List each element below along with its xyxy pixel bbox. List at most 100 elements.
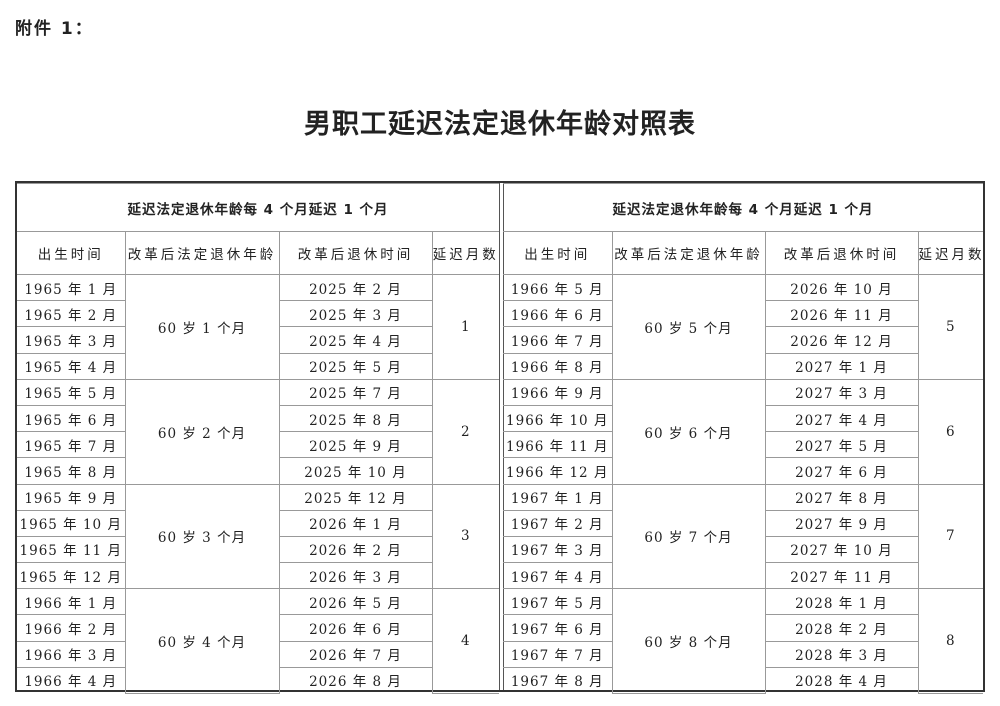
- retirement-date-cell: 2026 年 3 月: [278, 562, 432, 590]
- retirement-age-cell: 60 岁 6 个月: [611, 378, 766, 485]
- column-header-row: 出生时间 改革后法定退休年龄 改革后退休时间 延迟月数: [503, 231, 984, 275]
- delay-months-cell: 3: [431, 483, 500, 590]
- table-row: 1966 年 12 月 2027 年 6 月: [503, 457, 983, 485]
- birth-date-cell: 1965 年 1 月: [17, 273, 126, 302]
- table-row: 1965 年 2 月 2025 年 3 月: [17, 300, 499, 328]
- birth-date-cell: 1966 年 9 月: [503, 378, 613, 406]
- table-row: 1966 年 4 月 2026 年 8 月: [17, 666, 499, 693]
- birth-date-cell: 1965 年 8 月: [17, 457, 126, 485]
- birth-date-cell: 1966 年 6 月: [503, 300, 613, 328]
- birth-date-cell: 1966 年 10 月: [503, 404, 613, 433]
- retirement-date-cell: 2026 年 11 月: [764, 300, 918, 328]
- column-header-row: 出生时间 改革后法定退休年龄 改革后退休时间 延迟月数: [17, 231, 500, 275]
- retirement-age-cell: 60 岁 4 个月: [124, 588, 280, 694]
- delay-months-cell: 2: [431, 378, 500, 485]
- retirement-date-cell: 2027 年 9 月: [764, 509, 918, 537]
- retirement-date-cell: 2026 年 6 月: [278, 614, 432, 642]
- column-header: 出生时间: [503, 231, 613, 275]
- column-header: 延迟月数: [917, 231, 984, 275]
- birth-date-cell: 1966 年 12 月: [503, 457, 613, 485]
- column-header: 改革后退休时间: [764, 231, 919, 275]
- birth-date-cell: 1966 年 8 月: [503, 352, 613, 380]
- retirement-age-cell: 60 岁 5 个月: [611, 274, 766, 380]
- birth-date-cell: 1967 年 1 月: [503, 483, 613, 511]
- table-row: 1966 年 7 月 2026 年 12 月: [503, 326, 983, 354]
- birth-date-cell: 1966 年 1 月: [17, 588, 126, 616]
- birth-date-cell: 1966 年 4 月: [17, 666, 126, 693]
- birth-date-cell: 1965 年 7 月: [17, 431, 126, 459]
- birth-date-cell: 1966 年 5 月: [503, 273, 613, 302]
- birth-date-cell: 1966 年 2 月: [17, 614, 126, 642]
- retirement-date-cell: 2028 年 3 月: [764, 640, 918, 668]
- delay-months-cell: 7: [917, 483, 984, 590]
- retirement-date-cell: 2028 年 2 月: [764, 614, 918, 642]
- delay-months-cell: 8: [917, 588, 984, 694]
- delay-months-cell: 5: [917, 274, 984, 380]
- retirement-date-cell: 2026 年 1 月: [278, 509, 432, 537]
- table-row: 1967 年 3 月 2027 年 10 月: [503, 535, 983, 564]
- birth-date-cell: 1967 年 5 月: [503, 588, 613, 616]
- retirement-date-cell: 2025 年 9 月: [278, 431, 432, 459]
- retirement-date-cell: 2025 年 5 月: [278, 352, 432, 380]
- table-row: 1966 年 3 月 2026 年 7 月: [17, 640, 499, 668]
- retirement-date-cell: 2027 年 8 月: [764, 483, 919, 511]
- retirement-age-cell: 60 岁 8 个月: [611, 588, 766, 694]
- retirement-date-cell: 2026 年 5 月: [278, 588, 433, 616]
- table-row: 1967 年 7 月 2028 年 3 月: [503, 640, 983, 668]
- table-row: 1965 年 10 月 2026 年 1 月: [17, 509, 499, 537]
- table-row: 1966 年 8 月 2027 年 1 月: [503, 352, 983, 380]
- delay-months-cell: 4: [431, 588, 500, 694]
- delay-months-cell: 1: [431, 274, 500, 380]
- page-title: 男职工延迟法定退休年龄对照表: [304, 109, 696, 140]
- delay-months-cell: 6: [917, 378, 984, 485]
- table-header: 延迟法定退休年龄每 4 个月延迟 1 个月: [503, 183, 984, 232]
- retirement-date-cell: 2026 年 10 月: [764, 273, 919, 302]
- birth-date-cell: 1965 年 5 月: [17, 378, 126, 406]
- table-row: 1966 年 2 月 2026 年 6 月: [17, 614, 499, 642]
- table-row: 1965 年 8 月 2025 年 10 月: [17, 457, 499, 485]
- retirement-date-cell: 2025 年 2 月: [278, 273, 433, 302]
- birth-date-cell: 1965 年 12 月: [17, 562, 126, 590]
- retirement-date-cell: 2027 年 5 月: [764, 431, 918, 459]
- retirement-date-cell: 2027 年 3 月: [764, 378, 919, 406]
- table-row: 1967 年 6 月 2028 年 2 月: [503, 614, 983, 642]
- birth-date-cell: 1967 年 6 月: [503, 614, 613, 642]
- retirement-date-cell: 2027 年 1 月: [764, 352, 918, 380]
- birth-date-cell: 1965 年 11 月: [17, 535, 126, 564]
- column-header: 改革后法定退休年龄: [124, 231, 280, 275]
- column-header: 延迟月数: [431, 231, 500, 275]
- column-header: 出生时间: [17, 231, 126, 275]
- birth-date-cell: 1965 年 9 月: [17, 483, 126, 511]
- retirement-date-cell: 2026 年 8 月: [278, 666, 432, 693]
- table-header: 延迟法定退休年龄每 4 个月延迟 1 个月: [17, 183, 500, 232]
- table-header-row: 延迟法定退休年龄每 4 个月延迟 1 个月: [503, 183, 984, 232]
- table-row: 1967 年 8 月 2028 年 4 月: [503, 666, 983, 693]
- retirement-date-cell: 2027 年 4 月: [764, 404, 918, 433]
- birth-date-cell: 1965 年 2 月: [17, 300, 126, 328]
- retirement-date-cell: 2026 年 2 月: [278, 535, 432, 564]
- birth-date-cell: 1965 年 4 月: [17, 352, 126, 380]
- retirement-date-cell: 2026 年 7 月: [278, 640, 432, 668]
- table-row: 1965 年 6 月 2025 年 8 月: [17, 404, 499, 433]
- birth-date-cell: 1967 年 4 月: [503, 562, 613, 590]
- birth-date-cell: 1967 年 3 月: [503, 535, 613, 564]
- birth-date-cell: 1965 年 10 月: [17, 509, 126, 537]
- retirement-date-cell: 2027 年 11 月: [764, 562, 918, 590]
- retirement-date-cell: 2025 年 7 月: [278, 378, 433, 406]
- retirement-date-cell: 2028 年 1 月: [764, 588, 919, 616]
- column-header: 改革后退休时间: [278, 231, 433, 275]
- retirement-date-cell: 2028 年 4 月: [764, 666, 918, 693]
- table-row: 1967 年 4 月 2027 年 11 月: [503, 562, 983, 590]
- birth-date-cell: 1965 年 3 月: [17, 326, 126, 354]
- retirement-age-cell: 60 岁 1 个月: [124, 274, 280, 380]
- birth-date-cell: 1966 年 11 月: [503, 431, 613, 459]
- retirement-date-cell: 2025 年 4 月: [278, 326, 432, 354]
- birth-date-cell: 1966 年 3 月: [17, 640, 126, 668]
